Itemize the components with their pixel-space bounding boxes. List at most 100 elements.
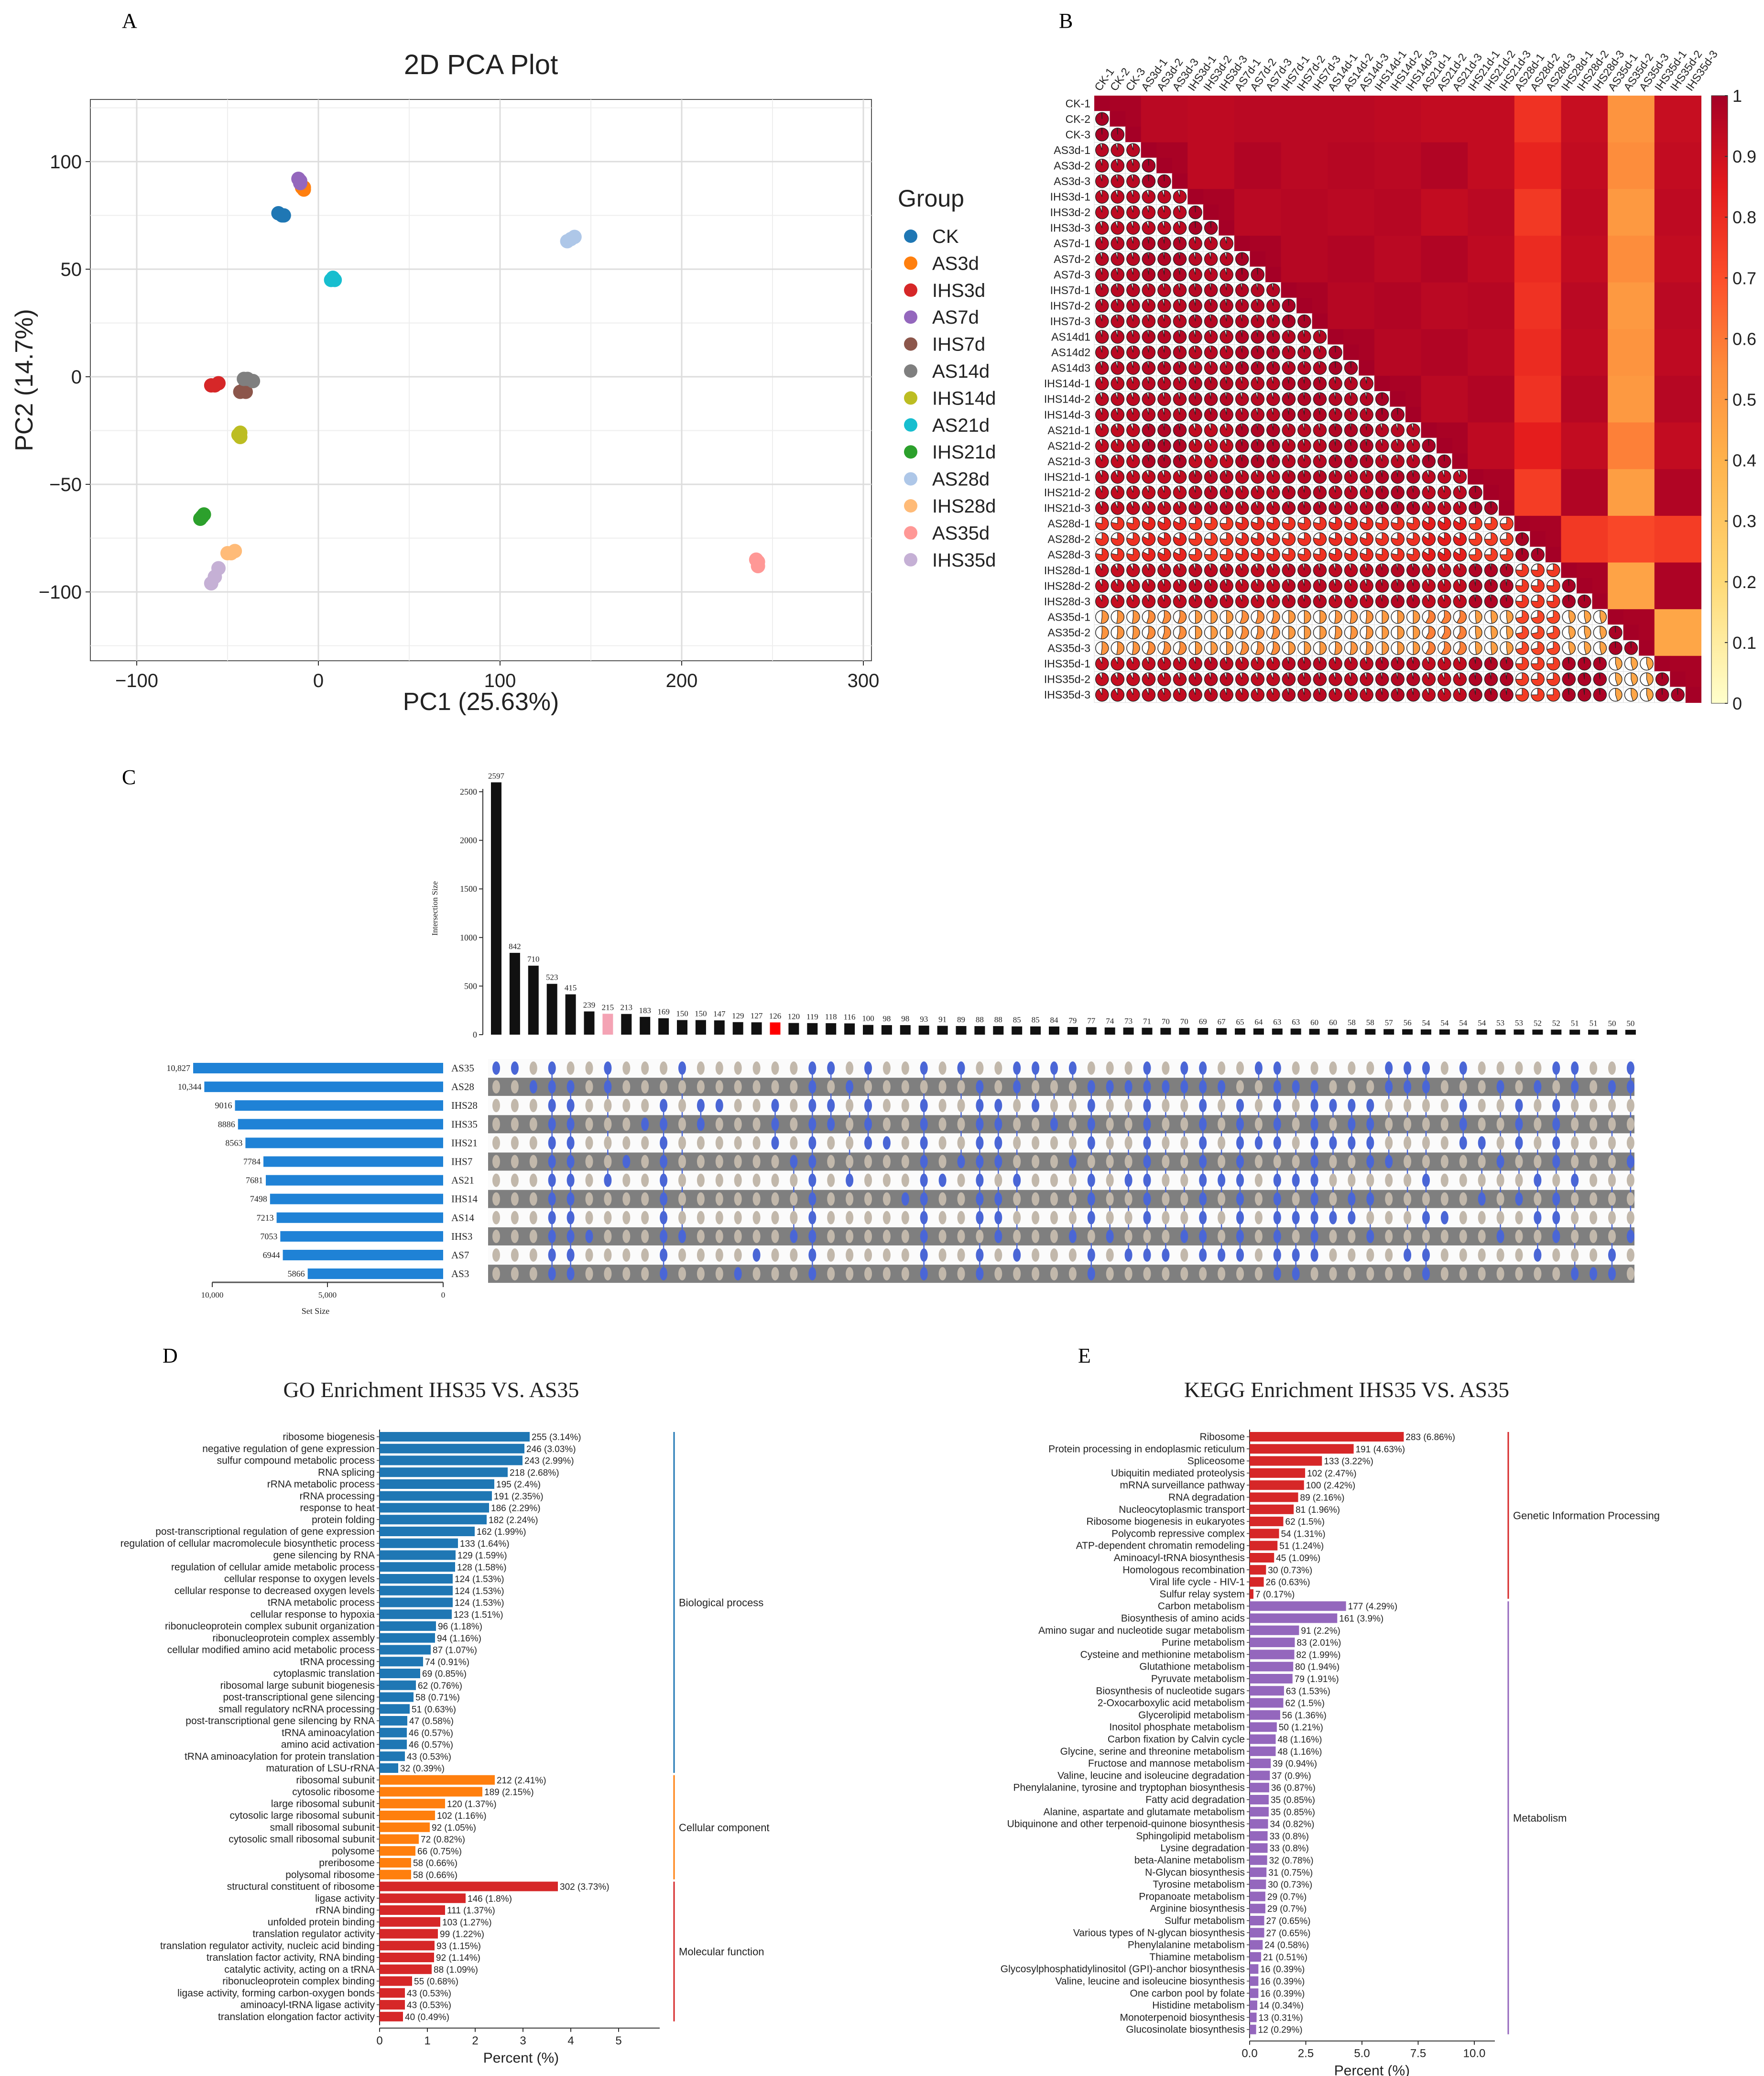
pie-wedge (1188, 268, 1202, 282)
heatmap-cell (1545, 546, 1562, 563)
term-bar (380, 1727, 407, 1737)
pie-wedge (1422, 563, 1436, 577)
matrix-dot-empty (1162, 1061, 1170, 1075)
term-paren-close: %) (1298, 1832, 1309, 1842)
pie-wedge (1095, 268, 1109, 282)
matrix-dot-filled (1552, 1099, 1560, 1113)
matrix-dot-empty (1143, 1267, 1151, 1281)
term-paren-open: ( (512, 1776, 518, 1786)
pie-wedge (1391, 517, 1405, 531)
pie-wedge (1297, 439, 1311, 453)
heatmap-cell (1623, 142, 1639, 158)
matrix-dot-empty (1478, 1080, 1486, 1094)
matrix-dot-empty (697, 1192, 705, 1206)
term-label: cellular modified amino acid metabolic p… (167, 1645, 375, 1656)
pie-wedge (1375, 423, 1389, 437)
term-value-label: 33 (0.8%) (1270, 1832, 1309, 1842)
pie-wedge (1437, 688, 1451, 702)
heatmap-cell (1499, 438, 1515, 454)
matrix-dot-empty (1534, 1229, 1542, 1243)
pie-wedge (1095, 439, 1109, 453)
heatmap-cell (1499, 360, 1515, 376)
matrix-dot-empty (1534, 1099, 1542, 1113)
intersection-bar-label: 65 (1236, 1017, 1244, 1027)
heatmap-cell (1530, 500, 1546, 516)
heatmap-cell (1592, 267, 1608, 283)
matrix-dot-empty (790, 1192, 798, 1206)
matrix-dot-empty (1254, 1229, 1263, 1243)
heatmap-cell (1623, 189, 1639, 205)
term-value-label: 186 (2.29%) (491, 1504, 541, 1514)
pie-wedge (1188, 563, 1202, 577)
pie-wedge (1313, 688, 1327, 702)
matrix-dot-filled (1087, 1192, 1095, 1206)
pie-wedge (1204, 501, 1218, 515)
pie-wedge (1251, 299, 1264, 313)
term-percent: 1.64 (480, 1539, 498, 1549)
matrix-dot-empty (604, 1155, 612, 1169)
set-size-bar (280, 1231, 443, 1242)
matrix-dot-filled (1124, 1248, 1132, 1262)
matrix-dot-empty (1124, 1192, 1132, 1206)
matrix-dot-filled (790, 1155, 798, 1169)
heatmap-cell (1468, 453, 1484, 470)
pie-wedge (1422, 579, 1436, 593)
intersection-bar-label: 98 (882, 1014, 891, 1023)
matrix-dot-empty (790, 1080, 798, 1094)
term-bar (380, 1905, 445, 1915)
term-percent: 3.03 (547, 1444, 565, 1454)
pie-wedge (1111, 190, 1124, 204)
colorbar-tick-label: 1 (1732, 86, 1742, 106)
term-count: 46 (409, 1740, 419, 1750)
term-value-label: 191 (4.63%) (1356, 1444, 1405, 1454)
pie-wedge (1313, 656, 1327, 671)
pie-wedge (1562, 594, 1576, 608)
term-bar (1250, 1734, 1276, 1744)
heatmap-cell (1639, 593, 1655, 610)
y-tick-label: 1000 (460, 933, 477, 942)
heatmap-cell (1390, 360, 1406, 376)
pie-wedge (1095, 688, 1109, 702)
heatmap-cell (1421, 422, 1437, 438)
heatmap-cell (1343, 111, 1359, 127)
heatmap-cell (1685, 220, 1702, 236)
term-paren-open: ( (435, 1657, 441, 1667)
heatmap-cell (1592, 204, 1608, 220)
heatmap-cell (1328, 173, 1344, 189)
heatmap-cell (1328, 251, 1344, 267)
heatmap-cell (1608, 609, 1624, 625)
matrix-dot-empty (622, 1192, 631, 1206)
heatmap-cell (1328, 267, 1344, 283)
matrix-dot-empty (492, 1267, 500, 1281)
term-count: 283 (1405, 1432, 1421, 1442)
term-label: post-transcriptional gene silencing (223, 1692, 375, 1703)
term-label: Various types of N-glycan biosynthesis (1073, 1927, 1245, 1938)
heatmap-cell (1343, 189, 1359, 205)
pie-wedge (1157, 283, 1171, 297)
heatmap-cell (1421, 111, 1437, 127)
heatmap-cell (1639, 391, 1655, 407)
term-label: 2-Oxocarboxylic acid metabolism (1098, 1698, 1245, 1709)
matrix-dot-empty (1106, 1267, 1114, 1281)
pie-wedge (1469, 563, 1482, 577)
pie-wedge (1453, 532, 1467, 546)
matrix-dot-filled (1180, 1061, 1188, 1075)
pie-wedge (1313, 563, 1327, 577)
matrix-dot-empty (957, 1099, 965, 1113)
legend-key-AS28d (904, 472, 917, 486)
term-paren-open: ( (417, 2000, 423, 2010)
matrix-dot-empty (529, 1267, 537, 1281)
term-label: Ubiquitin mediated proteolysis (1111, 1468, 1245, 1479)
term-paren-open: ( (1371, 1444, 1376, 1454)
heatmap-cell (1514, 329, 1530, 345)
term-count: 111 (447, 1906, 461, 1916)
pie-wedge (1282, 330, 1296, 344)
matrix-dot-empty (585, 1099, 593, 1113)
matrix-dot-filled (1534, 1211, 1542, 1224)
heatmap-cell (1187, 127, 1204, 143)
heatmap-row-label: AS21d-3 (1047, 455, 1090, 468)
heatmap-cell (1608, 158, 1624, 174)
term-paren-close: %) (1294, 1965, 1305, 1975)
pie-wedge (1142, 252, 1156, 266)
term-label: Sulfur relay system (1159, 1589, 1245, 1600)
